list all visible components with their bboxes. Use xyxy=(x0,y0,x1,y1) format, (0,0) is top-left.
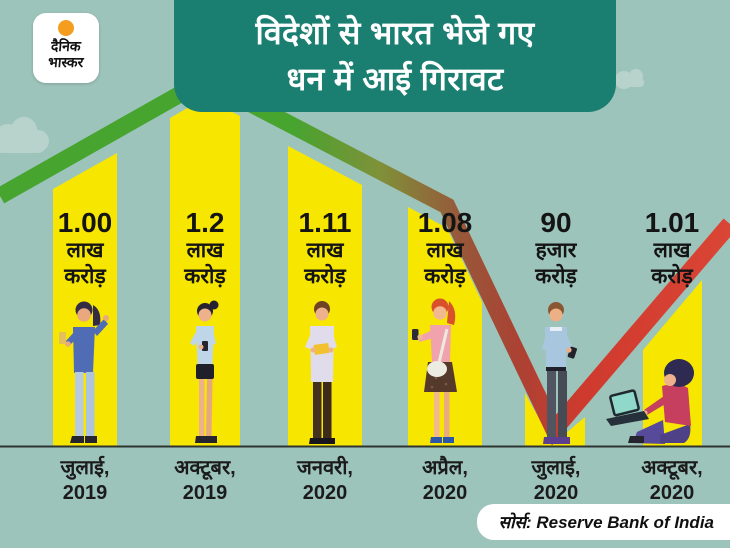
value-unit: लाख xyxy=(306,239,344,262)
x-label-3: जनवरी, 2020 xyxy=(263,456,387,506)
logo-text-line1: दैनिक xyxy=(50,38,82,54)
x-label-year: 2019 xyxy=(62,482,108,504)
value-unit: करोड़ xyxy=(304,265,346,288)
dainik-bhaskar-logo: दैनिक भास्कर xyxy=(33,13,99,83)
person-woman-checking-phone xyxy=(190,300,219,443)
value-number: 1.2 xyxy=(185,207,225,238)
x-label-2: अक्टूबर, 2019 xyxy=(143,456,267,506)
x-label-month: जुलाई, xyxy=(60,457,110,479)
value-number: 1.01 xyxy=(644,207,700,238)
value-unit: लाख xyxy=(653,239,691,262)
value-unit: लाख xyxy=(186,239,224,262)
title-line-1: विदेशों से भारत भेजे गए xyxy=(255,14,535,51)
x-label-month: अक्टूबर, xyxy=(174,457,236,479)
x-label-1: जुलाई, 2019 xyxy=(23,456,147,506)
value-label-6: 1.01 लाख करोड़ xyxy=(617,207,727,290)
bar-column-3 xyxy=(288,146,362,446)
x-label-year: 2019 xyxy=(182,482,228,504)
value-label-1: 1.00 लाख करोड़ xyxy=(30,207,140,290)
value-unit: करोड़ xyxy=(184,265,226,288)
bar-column-2 xyxy=(170,98,240,446)
value-number: 90 xyxy=(540,207,572,238)
value-number: 1.11 xyxy=(298,207,352,238)
x-label-month: जुलाई, xyxy=(531,457,581,479)
x-label-6: अक्टूबर, 2020 xyxy=(610,456,730,506)
logo-text-line2: भास्कर xyxy=(47,53,85,70)
x-label-year: 2020 xyxy=(649,482,695,504)
value-unit: करोड़ xyxy=(651,265,693,288)
value-label-4: 1.08 लाख करोड़ xyxy=(390,207,500,290)
value-number: 1.00 xyxy=(57,207,113,238)
value-unit: करोड़ xyxy=(64,265,106,288)
x-label-year: 2020 xyxy=(422,482,468,504)
x-label-4: अप्रैल, 2020 xyxy=(383,456,507,506)
value-unit: हजार xyxy=(535,239,577,262)
source-name: Reserve Bank of India xyxy=(536,513,714,532)
person-man-looking-at-phone xyxy=(542,302,577,444)
value-unit: करोड़ xyxy=(535,265,577,288)
value-number: 1.08 xyxy=(417,207,473,238)
x-label-year: 2020 xyxy=(302,482,348,504)
person-woman-with-handbag xyxy=(412,298,457,443)
x-label-month: जनवरी, xyxy=(297,457,353,479)
source-prefix: सोर्स: xyxy=(498,513,532,532)
person-sitting-with-laptop xyxy=(606,359,694,444)
person-man-holding-document xyxy=(305,301,337,444)
person-woman-with-phone xyxy=(59,301,109,443)
value-label-5: 90 हजार करोड़ xyxy=(501,207,611,290)
bar-column-5 xyxy=(525,393,585,446)
cloud-right xyxy=(615,69,644,89)
x-label-month: अप्रैल, xyxy=(422,457,468,479)
trend-line xyxy=(0,70,730,446)
x-label-year: 2020 xyxy=(533,482,579,504)
title-banner: विदेशों से भारत भेजे गए धन में आई गिरावट xyxy=(174,0,616,112)
value-unit: लाख xyxy=(426,239,464,262)
x-label-5: जुलाई, 2020 xyxy=(494,456,618,506)
logo-sun-icon xyxy=(58,20,74,36)
x-label-month: अक्टूबर, xyxy=(641,457,703,479)
source-note: सोर्स: Reserve Bank of India xyxy=(476,504,730,540)
title-line-2: धन में आई गिरावट xyxy=(286,60,504,97)
value-label-2: 1.2 लाख करोड़ xyxy=(150,207,260,290)
cloud-left xyxy=(0,117,49,153)
bar-column-1 xyxy=(53,153,117,446)
value-unit: लाख xyxy=(66,239,104,262)
value-unit: करोड़ xyxy=(424,265,466,288)
value-label-3: 1.11 लाख करोड़ xyxy=(270,207,380,290)
